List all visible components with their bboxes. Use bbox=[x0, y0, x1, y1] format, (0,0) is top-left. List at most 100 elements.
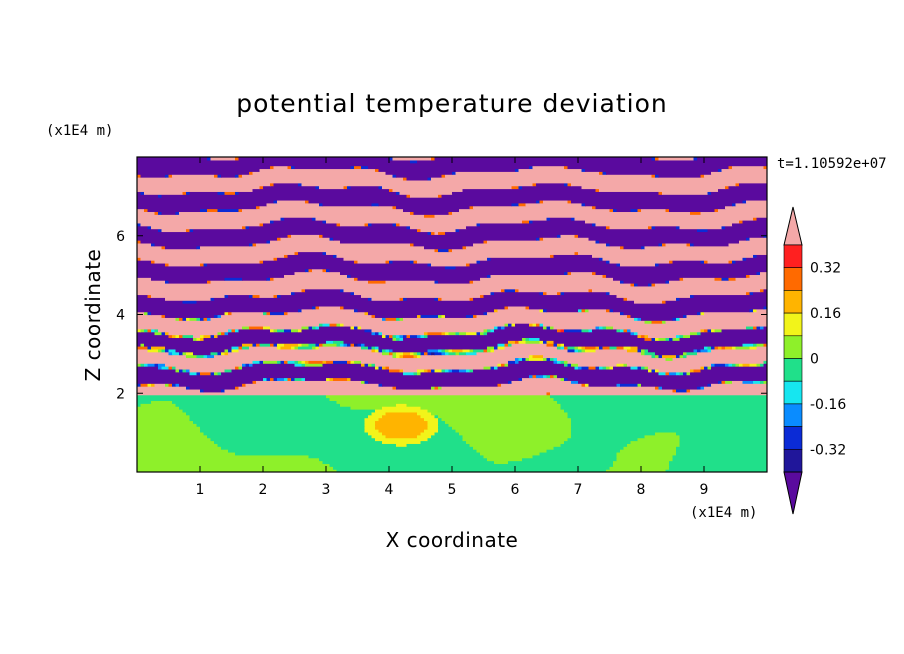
contour-cell bbox=[249, 242, 254, 247]
contour-cell bbox=[137, 288, 303, 293]
contour-cell bbox=[158, 348, 163, 353]
contour-cell bbox=[217, 351, 222, 356]
contour-cell bbox=[420, 334, 425, 339]
contour-cell bbox=[753, 380, 761, 384]
contour-cell bbox=[581, 202, 586, 207]
contour-cell bbox=[364, 423, 376, 427]
contour-cell bbox=[658, 191, 663, 195]
contour-cell bbox=[434, 157, 653, 161]
contour-cell bbox=[203, 262, 208, 267]
contour-cell bbox=[490, 348, 495, 353]
contour-cell bbox=[571, 434, 646, 439]
contour-cell bbox=[546, 343, 555, 347]
contour-cell bbox=[693, 368, 702, 373]
contour-cell bbox=[287, 254, 334, 258]
contour-cell bbox=[718, 380, 723, 384]
contour-cell bbox=[210, 437, 376, 442]
contour-cell bbox=[623, 363, 628, 367]
contour-cell bbox=[424, 368, 429, 373]
contour-cell bbox=[690, 368, 695, 373]
contour-cell bbox=[175, 403, 341, 407]
contour-cell bbox=[487, 311, 621, 316]
contour-cell bbox=[200, 388, 205, 393]
contour-cell bbox=[161, 228, 187, 233]
contour-cell bbox=[249, 171, 254, 175]
contour-cell bbox=[252, 242, 257, 247]
contour-cell bbox=[662, 191, 709, 195]
contour-cell bbox=[147, 348, 159, 353]
contour-cell bbox=[483, 454, 534, 459]
contour-cell bbox=[574, 251, 579, 255]
contour-cell bbox=[158, 228, 163, 233]
contour-cell bbox=[480, 277, 614, 281]
contour-cell bbox=[616, 208, 632, 213]
contour-cell bbox=[490, 366, 495, 370]
contour-cell bbox=[539, 340, 544, 344]
contour-cell bbox=[284, 254, 289, 258]
contour-cell bbox=[448, 368, 453, 373]
contour-cell bbox=[655, 225, 677, 230]
contour-cell bbox=[497, 343, 506, 347]
contour-cell bbox=[539, 199, 544, 204]
contour-cell bbox=[238, 386, 394, 390]
contour-cell bbox=[280, 346, 292, 350]
contour-cell bbox=[441, 386, 656, 390]
contour-cell bbox=[753, 291, 767, 296]
contour-cell bbox=[301, 182, 534, 187]
contour-cell bbox=[200, 426, 366, 430]
contour-cell bbox=[427, 177, 432, 181]
contour-cell bbox=[137, 463, 331, 467]
contour-cell bbox=[361, 380, 366, 384]
contour-cell bbox=[644, 337, 653, 341]
contour-cell bbox=[441, 314, 446, 318]
contour-cell bbox=[228, 351, 383, 356]
contour-cell bbox=[420, 406, 562, 410]
contour-cell bbox=[200, 334, 205, 339]
contour-cell bbox=[546, 217, 551, 221]
contour-cell bbox=[550, 217, 572, 221]
contour-cell bbox=[364, 429, 380, 433]
contour-cell bbox=[504, 343, 509, 347]
contour-cell bbox=[137, 168, 261, 172]
contour-cell bbox=[417, 260, 478, 264]
contour-cell bbox=[217, 443, 397, 447]
contour-cell bbox=[301, 343, 310, 347]
contour-cell bbox=[637, 283, 649, 287]
contour-cell bbox=[501, 383, 583, 387]
contour-cell bbox=[434, 214, 767, 218]
contour-cell bbox=[403, 297, 408, 301]
contour-cell bbox=[368, 222, 373, 227]
contour-cell bbox=[529, 305, 765, 310]
contour-cell bbox=[672, 337, 681, 341]
contour-cell bbox=[214, 174, 219, 178]
contour-cell bbox=[679, 371, 684, 376]
contour-cell bbox=[354, 291, 492, 296]
contour-cell bbox=[413, 242, 474, 247]
contour-cell bbox=[466, 245, 621, 250]
contour-cell bbox=[623, 311, 698, 316]
contour-cell bbox=[137, 446, 222, 450]
contour-cell bbox=[543, 357, 548, 361]
contour-cell bbox=[319, 305, 341, 310]
contour-cell bbox=[259, 260, 264, 264]
contour-cell bbox=[326, 251, 576, 255]
contour-cell bbox=[651, 337, 656, 341]
contour-cell bbox=[217, 371, 222, 376]
contour-cell bbox=[525, 305, 530, 310]
contour-cell bbox=[574, 217, 754, 221]
contour-cell bbox=[221, 371, 404, 376]
contour-cell bbox=[595, 240, 600, 244]
contour-cell bbox=[182, 351, 187, 356]
contour-cell bbox=[459, 331, 467, 336]
contour-cell bbox=[564, 182, 569, 187]
contour-cell bbox=[431, 177, 767, 181]
contour-cell bbox=[287, 311, 366, 316]
contour-cell bbox=[273, 165, 289, 170]
contour-cell bbox=[452, 368, 460, 373]
contour-cell bbox=[665, 242, 688, 247]
contour-cell bbox=[487, 346, 495, 350]
contour-cell bbox=[511, 380, 572, 384]
contour-cell bbox=[137, 311, 145, 316]
contour-cell bbox=[389, 334, 394, 339]
contour-cell bbox=[396, 403, 408, 407]
